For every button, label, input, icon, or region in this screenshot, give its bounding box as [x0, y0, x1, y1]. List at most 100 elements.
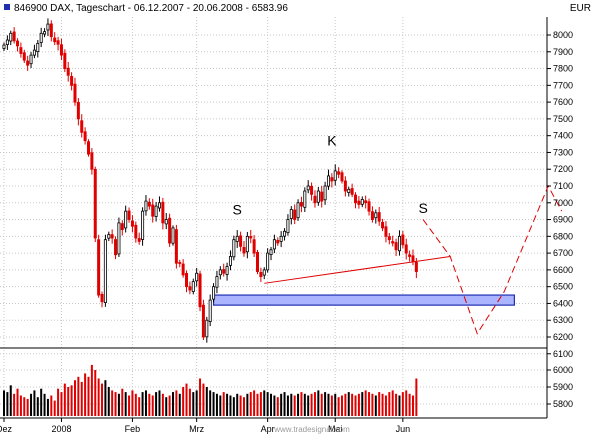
- candle-body: [245, 235, 249, 253]
- candle-body: [364, 200, 368, 204]
- volume-bar: [16, 388, 19, 416]
- price-tick-label: 6300: [553, 315, 573, 325]
- candle-body: [259, 272, 263, 277]
- price-tick-label: 6600: [553, 265, 573, 275]
- volume-bar: [114, 392, 117, 416]
- volume-bar: [205, 387, 208, 416]
- candle-body: [87, 141, 91, 155]
- volume-bar: [266, 392, 269, 416]
- candle-body: [154, 205, 158, 217]
- candle-body: [195, 272, 199, 282]
- volume-bar: [151, 395, 154, 416]
- date-tick-label: 2008: [51, 424, 71, 434]
- volume-bar: [144, 390, 147, 416]
- candle-body: [320, 191, 324, 202]
- candle-body: [26, 60, 30, 66]
- volume-bar: [351, 393, 354, 416]
- price-tick-label: 7800: [553, 64, 573, 74]
- candle-body: [397, 235, 401, 252]
- candles: [2, 18, 418, 343]
- volume-bar: [40, 388, 43, 416]
- price-axis: 6100 6200 6300 6400 6500 6600 6700 6800 6900 7000…: [547, 30, 573, 359]
- date-tick-label: Jun: [396, 424, 411, 434]
- volume-axis: 5800 5900 6000: [547, 365, 573, 409]
- volume-bar: [273, 395, 276, 416]
- candle-body: [137, 238, 141, 242]
- volume-bar: [303, 393, 306, 416]
- candle-body: [323, 185, 327, 201]
- candle-body: [124, 210, 128, 229]
- volume-bar: [19, 395, 22, 416]
- volume-bar: [334, 393, 337, 416]
- candle-body: [70, 76, 74, 86]
- volume-bar: [226, 393, 229, 416]
- volume-bar: [63, 383, 66, 416]
- candle-body: [283, 230, 287, 237]
- volume-bar: [97, 378, 100, 416]
- candle-body: [310, 185, 314, 195]
- candle-body: [178, 262, 182, 264]
- candle-body: [157, 202, 161, 209]
- candle-body: [76, 102, 80, 120]
- volume-bar: [378, 392, 381, 416]
- volume-bar: [168, 395, 171, 416]
- price-tick-label: 6800: [553, 231, 573, 241]
- volume-bar: [263, 390, 266, 416]
- volume-bar: [13, 393, 16, 416]
- volume-bar: [270, 393, 273, 416]
- candle-body: [32, 49, 36, 56]
- volume-bar: [94, 370, 97, 416]
- volume-bar: [327, 393, 330, 416]
- volume-bar: [239, 395, 242, 416]
- candle-body: [12, 31, 16, 42]
- volume-bar: [381, 393, 384, 416]
- volume-bar: [313, 392, 316, 416]
- candle-body: [303, 190, 307, 208]
- volume-bar: [36, 397, 39, 416]
- volume-bar: [9, 385, 12, 416]
- volume-bar: [111, 390, 114, 416]
- date-tick-label: Mrz: [189, 424, 204, 434]
- candle-body: [296, 202, 300, 219]
- volume-bar: [87, 376, 90, 416]
- volume-bar: [107, 387, 110, 416]
- volume-bar: [138, 397, 141, 416]
- volume-bar: [229, 395, 232, 416]
- volume-bar: [33, 390, 36, 416]
- candle-body: [22, 52, 26, 61]
- volume-tick-label: 5800: [553, 399, 573, 409]
- candle-body: [53, 37, 57, 43]
- candle-body: [262, 269, 266, 276]
- candle-body: [391, 241, 395, 244]
- candle-body: [354, 194, 358, 204]
- candle-body: [255, 252, 259, 272]
- candle-body: [97, 239, 101, 296]
- neckline-line: [264, 255, 451, 284]
- volume-bar: [134, 393, 137, 416]
- candle-body: [49, 23, 53, 38]
- volume-bar: [344, 393, 347, 416]
- candle-body: [232, 239, 236, 258]
- volume-bar: [293, 395, 296, 416]
- candle-body: [215, 276, 219, 288]
- candle-body: [225, 266, 229, 275]
- volume-bar: [384, 395, 387, 416]
- volume-bar: [280, 393, 283, 416]
- candle-body: [9, 32, 13, 42]
- volume-bar: [310, 393, 313, 416]
- candle-body: [66, 67, 70, 76]
- candle-body: [367, 201, 371, 212]
- price-tick-label: 6200: [553, 332, 573, 342]
- candle-body: [171, 227, 175, 244]
- candle-body: [205, 319, 209, 338]
- price-tick-label: 6900: [553, 215, 573, 225]
- candle-body: [401, 234, 405, 246]
- volume-bar: [101, 383, 104, 416]
- volume-bar: [60, 392, 63, 416]
- candle-body: [130, 220, 134, 227]
- volume-bar: [3, 390, 5, 416]
- volume-bar: [317, 390, 320, 416]
- candle-body: [5, 39, 9, 45]
